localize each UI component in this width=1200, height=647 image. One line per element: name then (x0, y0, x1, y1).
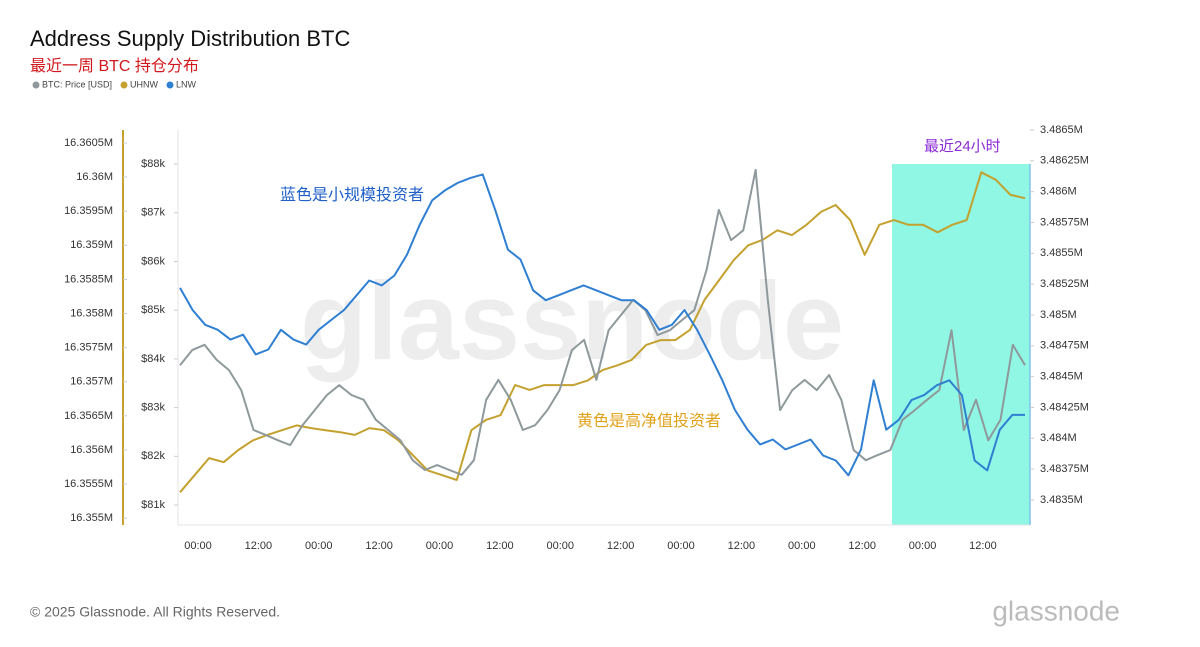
x-tick-label: 00:00 (667, 540, 695, 552)
lnw-tick-label: 3.48575M (1040, 216, 1089, 228)
chart-title: Address Supply Distribution BTC (30, 26, 350, 51)
uhnw-tick-label: 16.3605M (64, 137, 113, 149)
x-tick-label: 12:00 (848, 540, 876, 552)
price-tick-label: $88k (141, 158, 165, 170)
price-tick-label: $81k (141, 499, 165, 511)
x-tick-label: 00:00 (184, 540, 212, 552)
lnw-tick-label: 3.485M (1040, 309, 1077, 321)
price-tick-label: $85k (141, 304, 165, 316)
uhnw-tick-label: 16.36M (76, 171, 113, 183)
x-tick-label: 00:00 (909, 540, 937, 552)
uhnw-tick-label: 16.356M (70, 444, 113, 456)
footer: © 2025 Glassnode. All Rights Reserved. (30, 604, 280, 620)
x-tick-label: 12:00 (245, 540, 273, 552)
annotation: 最近24小时 (924, 138, 1001, 155)
uhnw-tick-label: 16.359M (70, 239, 113, 251)
uhnw-tick-label: 16.3555M (64, 478, 113, 490)
lnw-tick-label: 3.4865M (1040, 124, 1083, 136)
lnw-tick-label: 3.48525M (1040, 278, 1089, 290)
x-tick-label: 00:00 (305, 540, 333, 552)
uhnw-tick-label: 16.3585M (64, 273, 113, 285)
lnw-tick-label: 3.484M (1040, 432, 1077, 444)
price-tick-label: $82k (141, 450, 165, 462)
x-tick-label: 00:00 (426, 540, 454, 552)
price-tick-label: $87k (141, 207, 165, 219)
highlight-region (892, 164, 1030, 525)
lnw-tick-label: 3.48625M (1040, 155, 1089, 167)
lnw-tick-label: 3.48375M (1040, 463, 1089, 475)
price-tick-label: $84k (141, 353, 165, 365)
legend-swatch (32, 81, 40, 89)
uhnw-tick-label: 16.3565M (64, 410, 113, 422)
legend-label: LNW (176, 79, 197, 89)
lnw-tick-label: 3.4845M (1040, 371, 1083, 383)
legend-label: UHNW (130, 79, 158, 89)
price-tick-label: $86k (141, 255, 165, 267)
uhnw-tick-label: 16.3595M (64, 205, 113, 217)
x-tick-label: 12:00 (486, 540, 514, 552)
uhnw-tick-label: 16.357M (70, 376, 113, 388)
uhnw-tick-label: 16.358M (70, 307, 113, 319)
lnw-tick-label: 3.4855M (1040, 247, 1083, 259)
annotation: 黄色是高净值投资者 (577, 412, 721, 430)
lnw-tick-label: 3.4835M (1040, 494, 1083, 506)
x-tick-label: 12:00 (969, 540, 997, 552)
x-tick-label: 12:00 (607, 540, 635, 552)
x-tick-label: 00:00 (547, 540, 575, 552)
uhnw-tick-label: 16.355M (70, 512, 113, 524)
legend-swatch (120, 81, 128, 89)
lnw-tick-label: 3.486M (1040, 186, 1077, 198)
watermark: glassnode (300, 260, 844, 383)
series-line (179, 171, 1026, 493)
x-tick-label: 12:00 (728, 540, 756, 552)
lnw-tick-label: 3.48425M (1040, 401, 1089, 413)
series-line (179, 173, 1025, 477)
series-line (179, 168, 1026, 476)
x-tick-label: 00:00 (788, 540, 816, 552)
logo: glassnode (992, 595, 1120, 626)
legend-swatch (166, 81, 174, 89)
annotation: 蓝色是小规模投资者 (280, 186, 424, 204)
lnw-tick-label: 3.48475M (1040, 340, 1089, 352)
price-tick-label: $83k (141, 402, 165, 414)
uhnw-tick-label: 16.3575M (64, 342, 113, 354)
chart-subtitle: 最近一周 BTC 持仓分布 (30, 57, 199, 75)
legend-label: BTC: Price [USD] (42, 79, 112, 89)
x-tick-label: 12:00 (365, 540, 393, 552)
